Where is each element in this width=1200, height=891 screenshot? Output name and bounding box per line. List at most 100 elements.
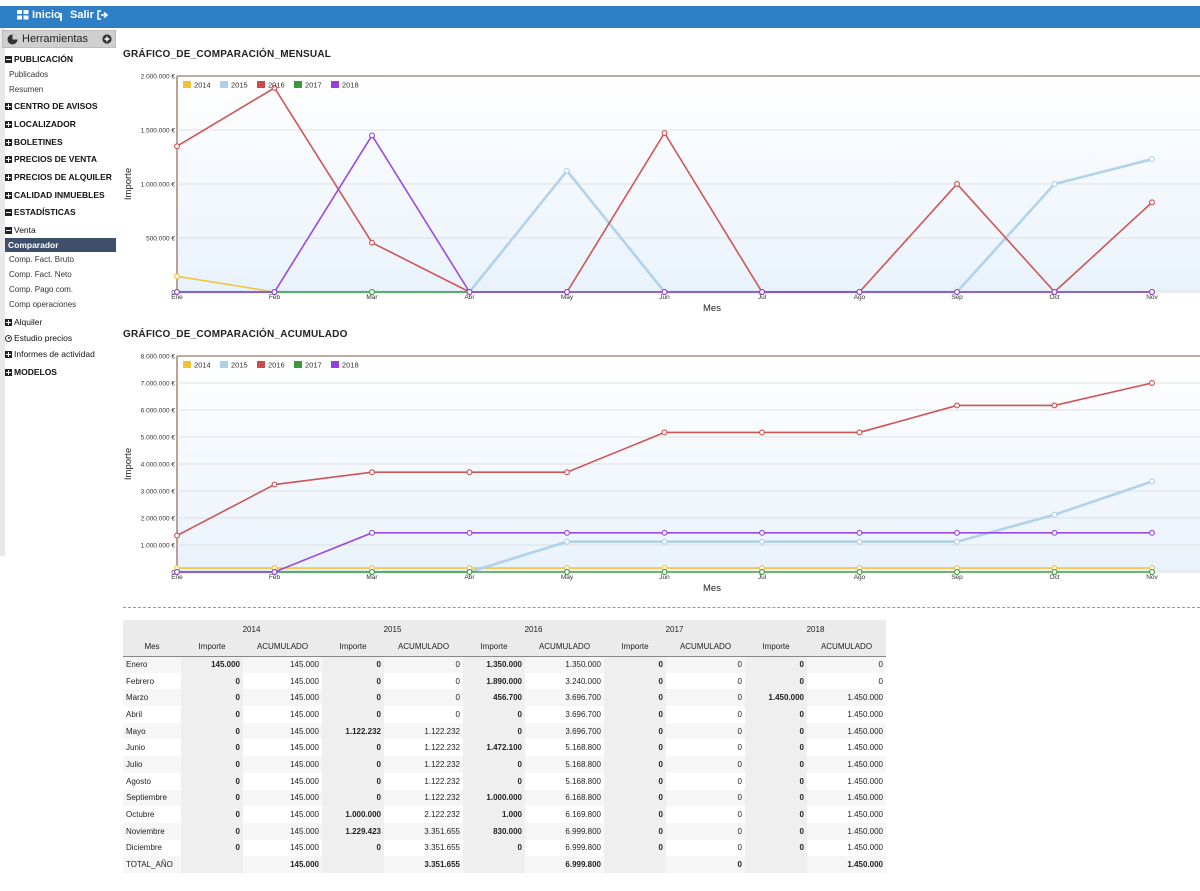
data-point-2017 [466, 569, 473, 575]
acumulado-cell: 1.450.000 [807, 856, 886, 873]
acumulado-cell: 3.351.655 [384, 822, 463, 840]
importe-cell: 0 [604, 789, 666, 807]
data-point-2017 [856, 569, 863, 575]
plus-box-icon [5, 318, 12, 326]
y-tick-label: 2.000.000 € [141, 74, 176, 81]
x-tick-label: Mar [366, 574, 378, 581]
plus-box-icon [5, 120, 12, 128]
sidebar-item-precios-de-venta[interactable]: PRECIOS DE VENTA [5, 154, 97, 164]
importe-cell: 0 [322, 772, 384, 790]
acumulado-cell: 5.168.800 [565, 743, 601, 753]
importe-cell: 0 [463, 756, 525, 773]
home-label: Inicio [32, 9, 61, 21]
plus-box-icon [5, 350, 12, 358]
data-point-2015 [1051, 511, 1058, 518]
cumulative-chart-title: GRÁFICO_DE_COMPARACIÓN_ACUMULADO [123, 329, 348, 340]
data-point-2017 [564, 569, 570, 575]
exit-link[interactable]: Salir [70, 9, 109, 21]
plus-circle-icon[interactable] [102, 34, 112, 44]
acumulado-cell: 1.122.232 [384, 722, 463, 740]
table-row: Julio 0 145.000 0 1.122.232 0 5.168.800 0 0 0 1.45… [123, 756, 886, 773]
sidebar-item-centro-de-avisos[interactable]: CENTRO DE AVISOS [5, 101, 98, 111]
data-point-2016 [661, 429, 668, 436]
data-point-2015 [1149, 478, 1155, 485]
importe-cell: 1.472.100 [463, 739, 525, 757]
legend-label: 2014 [194, 81, 211, 90]
legend-label: 2014 [194, 361, 211, 370]
acumulado-cell: 1.450.000 [807, 822, 886, 840]
importe-cell: 0 [745, 672, 807, 690]
sidebar-item-estadisticas[interactable]: ESTADÍSTICAS [5, 207, 76, 217]
acumulado-cell: 145.000 [290, 843, 319, 853]
home-link[interactable]: Inicio [17, 9, 61, 21]
data-point-2016 [759, 429, 765, 436]
acumulado-cell: 1.450.000 [847, 810, 883, 820]
importe-cell: 0 [745, 772, 807, 790]
legend-swatch-2017 [294, 81, 302, 88]
sidebar-edge [0, 28, 5, 556]
sidebar-item-calidad-inmuebles[interactable]: CALIDAD INMUEBLES [5, 190, 105, 200]
acumulado-cell: 0 [737, 709, 742, 719]
sidebar-item-venta[interactable]: Venta [5, 225, 36, 235]
sidebar-item-label: MODELOS [14, 367, 57, 377]
importe-cell: 0 [181, 706, 243, 723]
legend-swatch-2015 [220, 361, 228, 368]
data-point-2018 [661, 289, 668, 295]
importe-cell: 0 [322, 789, 384, 807]
sidebar-item-modelos[interactable]: MODELOS [5, 367, 57, 377]
data-point-2016 [174, 532, 180, 539]
legend-swatch-2016 [257, 361, 265, 368]
year-header: 2016 [463, 620, 604, 638]
sidebar-item-label: Alquiler [14, 317, 43, 327]
x-tick-label: Nov [1146, 574, 1158, 581]
mes-header: Mes [123, 638, 181, 657]
sidebar-item-alquiler[interactable]: Alquiler [5, 317, 42, 327]
year-header: 2017 [604, 620, 745, 638]
cumulative-comparison-chart: 0 1.000.000 € 2.000.000 € 3.000.000 € 4.000.… [123, 354, 1200, 594]
acumulado-cell: 1.450.000 [807, 756, 886, 773]
sidebar-item-comp-operaciones[interactable]: Comp operaciones [9, 300, 76, 309]
year-header-row: 2014 2015 2016 2017 2018 [123, 620, 886, 638]
acumulado-header: ACUMULADO [525, 638, 604, 657]
legend-swatch-2017 [294, 361, 302, 368]
sidebar-item-comp-fact-bruto[interactable]: Comp. Fact. Bruto [9, 255, 74, 264]
importe-header: Importe [745, 638, 807, 657]
sidebar-item-boletines[interactable]: BOLETINES [5, 137, 63, 147]
y-tick-label: 2.000.000 € [141, 516, 176, 523]
data-point-2017 [369, 569, 375, 575]
data-point-2018 [466, 529, 473, 536]
acumulado-cell: 1.350.000 [525, 656, 604, 673]
section-divider [123, 607, 1200, 608]
importe-cell: 0 [463, 839, 525, 857]
sidebar-item-comparador[interactable]: Comparador [5, 238, 116, 252]
legend-swatch-2018 [331, 81, 339, 88]
importe-cell: 0 [322, 739, 384, 757]
sidebar-item-label: LOCALIZADOR [14, 119, 76, 129]
y-tick-label: 5.000.000 € [141, 435, 176, 442]
legend-swatch-2014 [183, 361, 191, 368]
sidebar-item-comp-pago-com[interactable]: Comp. Pago com. [9, 285, 73, 294]
tools-header[interactable]: Herramientas [2, 30, 116, 48]
importe-cell: 1.350.000 [463, 656, 525, 673]
acumulado-cell: 1.122.232 [384, 756, 463, 773]
sidebar-item-precios-de-alquiler[interactable]: PRECIOS DE ALQUILER [5, 172, 112, 182]
y-tick-label: 8.000.000 € [141, 354, 176, 361]
sidebar-item-resumen[interactable]: Resumen [9, 85, 43, 94]
data-point-2015 [564, 538, 570, 545]
x-tick-label: Feb [269, 294, 281, 301]
data-point-2015 [661, 538, 668, 545]
y-tick-label: 500.000 € [146, 236, 175, 243]
x-tick-label: Oct [1049, 294, 1059, 301]
legend-label: 2017 [305, 361, 322, 370]
data-point-2016 [174, 143, 180, 150]
sidebar-item-informes-de-actividad[interactable]: Informes de actividad [5, 349, 95, 359]
sign-out-icon [97, 10, 109, 20]
x-tick-label: Abr [464, 294, 475, 301]
sidebar-item-comp-fact-neto[interactable]: Comp. Fact. Neto [9, 270, 72, 279]
sidebar-item-publicados[interactable]: Publicados [9, 70, 48, 79]
sidebar-item-publicacion[interactable]: PUBLICACIÓN [5, 54, 73, 64]
sidebar-item-label: Venta [14, 225, 36, 235]
sidebar-item-estudio-precios[interactable]: Estudio precios [5, 333, 72, 343]
sidebar-item-localizador[interactable]: LOCALIZADOR [5, 119, 76, 129]
monthly-chart-title: GRÁFICO_DE_COMPARACIÓN_MENSUAL [123, 49, 332, 60]
